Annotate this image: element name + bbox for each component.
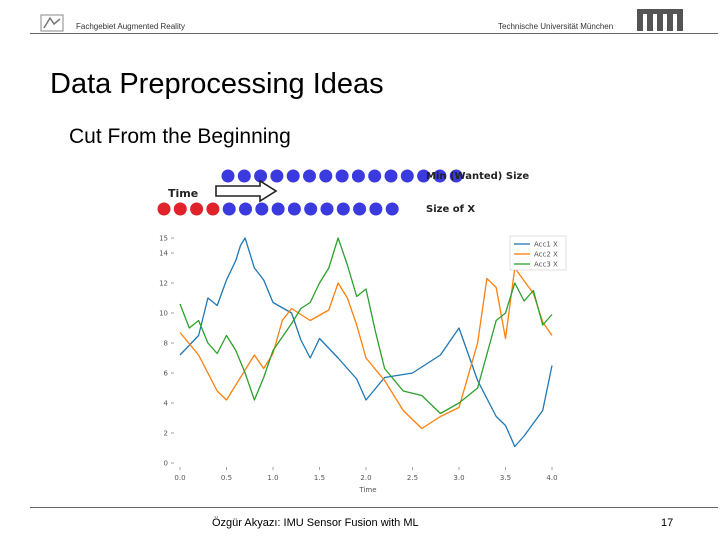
x-axis-label: Time [358,486,376,494]
kept-sample-dot [255,202,269,216]
size-of-x-label: Size of X [426,204,475,215]
wanted-size-dot [368,169,382,183]
kept-sample-dot [271,202,285,216]
kept-sample-dot [320,202,334,216]
wanted-size-dot [433,169,447,183]
x-tick-label: 3.5 [500,474,511,482]
y-tick-label: 12 [159,280,168,288]
wanted-size-dot [319,169,333,183]
department-name: Fachgebiet Augmented Reality [76,22,185,31]
wanted-size-dot [417,169,431,183]
wanted-size-dot [400,169,414,183]
slide-title: Data Preprocessing Ideas [50,68,384,100]
kept-sample-dot [369,202,383,216]
wanted-size-dot [351,169,365,183]
x-tick-label: 3.0 [453,474,464,482]
removed-sample-dot [173,202,187,216]
kept-sample-dot [385,202,399,216]
series-line-acc2-x [179,267,553,430]
kept-sample-dot [304,202,318,216]
wanted-size-dot [270,169,284,183]
acceleration-chart: 0 2 4 6 8 10 12 14 15 0.0 0.5 1.0 1.5 2.0 2.5 3.0 3.5 4.… [159,235,567,494]
x-tick-label: 2.0 [360,474,371,482]
slide-header: Fachgebiet Augmented Reality Technische … [0,0,720,34]
legend-label: Acc1 X [534,241,558,249]
kept-sample-dot [239,202,252,216]
y-tick-label: 2 [164,430,168,438]
y-tick-label: 8 [164,340,168,348]
x-tick-label: 2.5 [407,474,418,482]
augmented-reality-logo-icon [40,14,64,32]
removed-sample-dot [190,202,204,216]
wanted-size-dot [221,169,235,183]
kept-sample-dot [222,202,236,216]
x-tick-label: 1.5 [314,474,325,482]
removed-sample-dot [206,202,220,216]
wanted-size-dot [254,169,268,183]
cut-diagram: Time Min (Wanted) Size Size of X [157,169,529,216]
y-tick-label: 14 [159,250,168,258]
page-number: 17 [661,517,674,529]
university-name: Technische Universität München [498,22,614,31]
kept-sample-dot [336,202,350,216]
wanted-size-dots [221,169,463,183]
legend-label: Acc2 X [534,251,558,259]
series-lines [179,237,553,448]
series-line-acc3-x [179,237,553,415]
y-tick-label: 15 [159,235,168,243]
y-tick-label: 6 [164,370,169,378]
removed-sample-dot [157,202,171,216]
wanted-size-dot [237,169,251,183]
wanted-size-dot [303,169,316,183]
time-label: Time [168,187,198,200]
kept-sample-dot [287,202,301,216]
y-axis-ticks: 0 2 4 6 8 10 12 14 15 [159,235,174,468]
header-divider [30,33,718,34]
y-tick-label: 0 [164,460,168,468]
x-tick-label: 0.5 [221,474,232,482]
wanted-size-dot [286,169,300,183]
footer-author: Özgür Akyazı: IMU Sensor Fusion with ML [212,517,419,529]
size-of-x-dots [157,202,399,216]
x-tick-label: 4.0 [546,474,557,482]
y-tick-label: 10 [159,310,168,318]
x-axis-ticks: 0.0 0.5 1.0 1.5 2.0 2.5 3.0 3.5 4.0 [174,467,558,482]
x-tick-label: 0.0 [174,474,185,482]
time-arrow-icon [215,179,278,203]
wanted-size-dot [384,169,398,183]
kept-sample-dot [353,202,367,216]
tum-logo-icon [637,9,683,31]
y-tick-label: 4 [164,400,169,408]
footer-divider [30,507,718,508]
series-line-acc1-x [179,237,553,448]
wanted-size-dot [449,169,463,183]
legend-label: Acc3 X [534,261,558,269]
x-tick-label: 1.0 [267,474,278,482]
chart-legend: Acc1 X Acc2 X Acc3 X [509,235,567,271]
min-size-label: Min (Wanted) Size [426,171,529,182]
wanted-size-dot [335,169,349,183]
slide-subtitle: Cut From the Beginning [69,125,291,148]
